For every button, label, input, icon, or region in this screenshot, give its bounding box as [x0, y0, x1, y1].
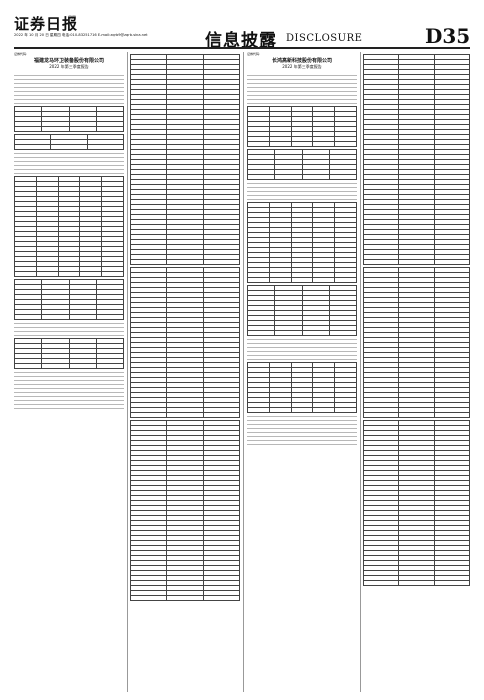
left-code-line: 证券代码:: [14, 52, 28, 56]
left-table-2: [14, 134, 124, 150]
left-table-3: [14, 279, 124, 320]
right-shareholders-table: [247, 202, 357, 283]
right-report-column-2: [363, 52, 470, 692]
left-report-column-2: [130, 52, 240, 692]
right-report-title: 2022 年第三季度报告: [282, 64, 322, 69]
right-table-1: [247, 106, 357, 147]
left-report-title: 2022 年第三季度报告: [49, 64, 89, 69]
left-body-text-2: [14, 150, 124, 174]
masthead: 证券日报 周四 2022 年 10 月 20 日 星期四 电话:010-8325…: [0, 0, 484, 51]
page-number: D35: [425, 24, 471, 48]
section-title-english: DISCLOSURE: [286, 33, 363, 44]
column-divider-1: [127, 52, 128, 692]
right-report-column-1: 证券代码: 长鸿高新科技股份有限公司 2022 年第三季度报告: [247, 52, 357, 692]
left-shareholders-table: [14, 176, 124, 277]
section-title: 信息披露: [205, 31, 277, 51]
right-table-3: [247, 285, 357, 336]
left-body-text-3: [14, 320, 124, 336]
right-body-text-2: [247, 180, 357, 200]
masthead-rule: [14, 47, 470, 49]
left-balance-sheet-table: [130, 54, 240, 265]
right-code-line: 证券代码:: [247, 52, 261, 56]
left-cash-flow-table: [130, 420, 240, 601]
left-table-1: [14, 106, 124, 132]
left-report-column-1: 证券代码: 福建龙马环卫装备股份有限公司 2022 年第三季度报告: [14, 52, 124, 692]
right-company-name: 长鸿高新科技股份有限公司: [271, 58, 332, 64]
right-income-statement-table: [363, 267, 470, 418]
right-cash-flow-table: [363, 420, 470, 586]
column-divider-3: [360, 52, 361, 692]
left-body-text: [14, 72, 124, 104]
column-divider-2: [243, 52, 244, 692]
right-body-text: [247, 72, 357, 104]
newspaper-logo: 证券日报: [14, 15, 79, 33]
left-body-text-4: [14, 369, 124, 409]
logo-subtitle: 周四: [68, 15, 76, 20]
right-table-2: [247, 149, 357, 180]
right-body-text-3: [247, 336, 357, 360]
dateline: 2022 年 10 月 20 日 星期四 电话:010-83251716 E-m…: [14, 33, 148, 37]
left-company-name: 福建龙马环卫装备股份有限公司: [33, 58, 104, 64]
left-income-statement-table: [130, 267, 240, 418]
right-table-4: [247, 362, 357, 413]
left-table-4: [14, 338, 124, 369]
right-body-text-4: [247, 413, 357, 445]
right-balance-sheet-table: [363, 54, 470, 265]
